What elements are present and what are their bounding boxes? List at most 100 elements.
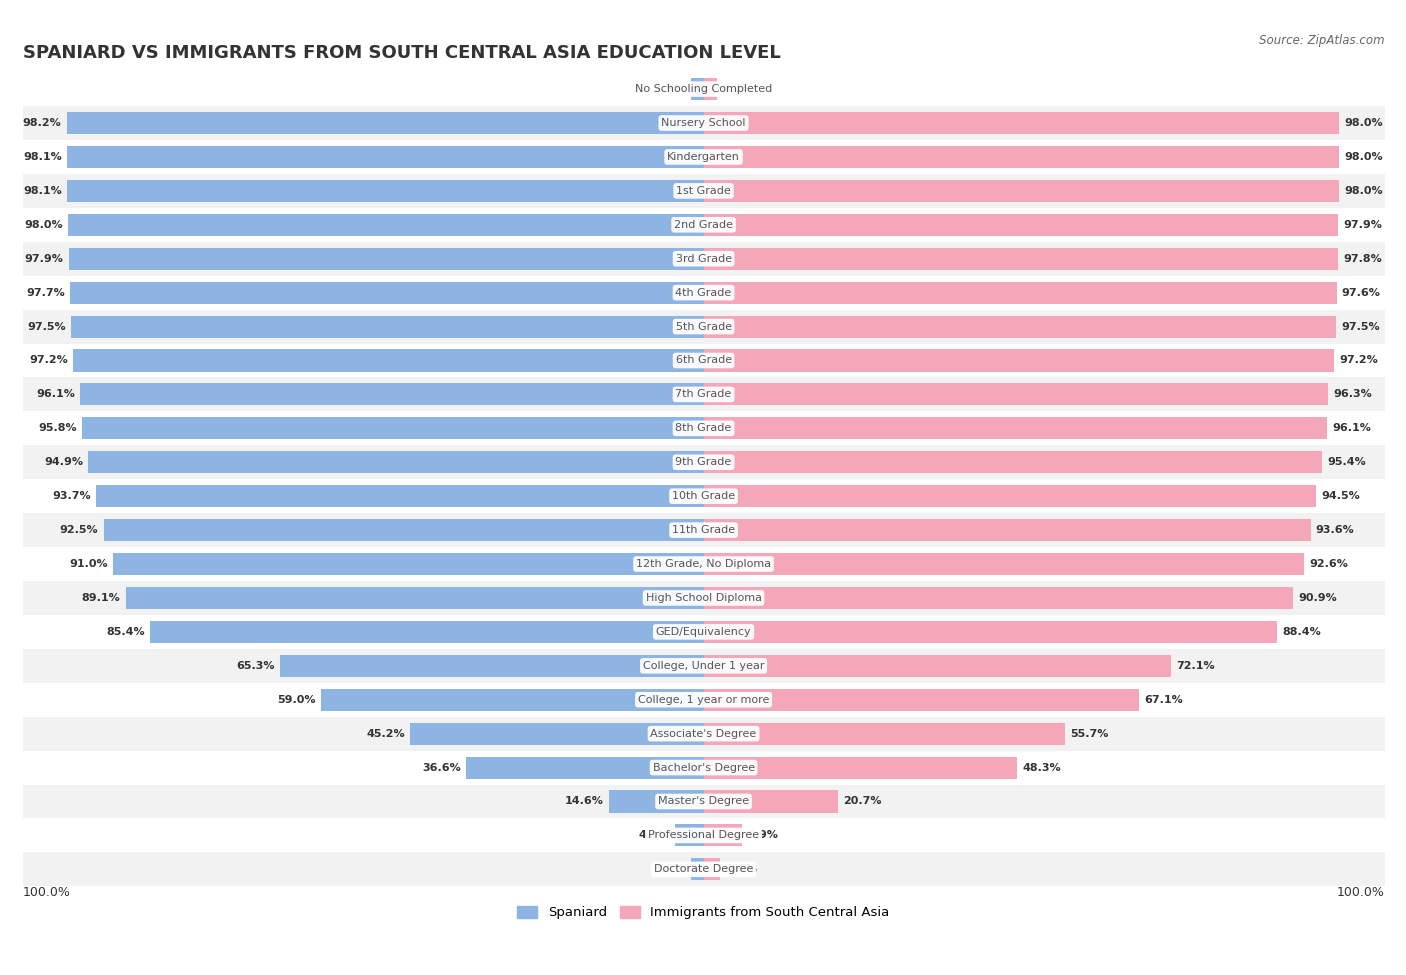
Text: 10th Grade: 10th Grade — [672, 491, 735, 501]
Bar — [22, 242, 1385, 276]
Bar — [321, 688, 703, 711]
Bar — [22, 547, 1385, 581]
Bar — [22, 140, 1385, 174]
Bar — [411, 722, 703, 745]
Text: 95.4%: 95.4% — [1327, 457, 1367, 467]
Bar — [22, 310, 1385, 343]
Text: 97.9%: 97.9% — [24, 254, 63, 263]
Text: Bachelor's Degree: Bachelor's Degree — [652, 762, 755, 772]
Text: 55.7%: 55.7% — [1070, 728, 1108, 739]
Text: 93.7%: 93.7% — [52, 491, 91, 501]
Text: Associate's Degree: Associate's Degree — [651, 728, 756, 739]
Text: 89.1%: 89.1% — [82, 593, 121, 603]
Bar — [703, 316, 1336, 337]
Text: College, 1 year or more: College, 1 year or more — [638, 695, 769, 705]
Text: 96.1%: 96.1% — [37, 389, 75, 400]
Bar — [69, 248, 703, 270]
Text: 65.3%: 65.3% — [236, 661, 276, 671]
Text: 96.1%: 96.1% — [1331, 423, 1371, 433]
Text: 4.4%: 4.4% — [638, 831, 669, 840]
Bar — [703, 553, 1305, 575]
Bar — [703, 383, 1329, 406]
Text: 6th Grade: 6th Grade — [675, 356, 731, 366]
Bar — [22, 648, 1385, 682]
Bar — [703, 791, 838, 812]
Text: Professional Degree: Professional Degree — [648, 831, 759, 840]
Bar — [22, 276, 1385, 310]
Text: 92.6%: 92.6% — [1309, 559, 1348, 569]
Bar — [703, 722, 1064, 745]
Text: 5.9%: 5.9% — [747, 831, 778, 840]
Bar — [114, 553, 703, 575]
Bar — [22, 411, 1385, 446]
Text: 2.0%: 2.0% — [721, 84, 752, 95]
Text: 97.8%: 97.8% — [1343, 254, 1382, 263]
Text: 48.3%: 48.3% — [1022, 762, 1060, 772]
Text: 88.4%: 88.4% — [1282, 627, 1320, 637]
Bar — [22, 480, 1385, 513]
Bar — [22, 818, 1385, 852]
Bar — [703, 825, 742, 846]
Bar — [703, 757, 1017, 779]
Text: 1.9%: 1.9% — [655, 84, 686, 95]
Bar — [280, 655, 703, 677]
Bar — [703, 78, 717, 100]
Text: 97.9%: 97.9% — [1344, 219, 1382, 230]
Bar — [675, 825, 703, 846]
Text: College, Under 1 year: College, Under 1 year — [643, 661, 765, 671]
Bar — [22, 377, 1385, 411]
Bar — [67, 146, 703, 168]
Text: 97.2%: 97.2% — [30, 356, 67, 366]
Text: 2nd Grade: 2nd Grade — [673, 219, 733, 230]
Bar — [104, 519, 703, 541]
Bar — [80, 383, 703, 406]
Bar — [83, 417, 703, 440]
Bar — [703, 858, 720, 880]
Text: 1.9%: 1.9% — [655, 865, 686, 875]
Bar — [89, 451, 703, 473]
Text: 98.0%: 98.0% — [1344, 118, 1384, 128]
Legend: Spaniard, Immigrants from South Central Asia: Spaniard, Immigrants from South Central … — [512, 901, 896, 924]
Bar — [609, 791, 703, 812]
Text: Master's Degree: Master's Degree — [658, 797, 749, 806]
Bar — [22, 751, 1385, 785]
Text: 11th Grade: 11th Grade — [672, 526, 735, 535]
Text: 98.1%: 98.1% — [24, 152, 62, 162]
Text: 92.5%: 92.5% — [60, 526, 98, 535]
Text: 100.0%: 100.0% — [1337, 886, 1385, 899]
Bar — [125, 587, 703, 609]
Text: 5th Grade: 5th Grade — [675, 322, 731, 332]
Text: 98.1%: 98.1% — [24, 186, 62, 196]
Text: 97.7%: 97.7% — [27, 288, 65, 297]
Text: 9th Grade: 9th Grade — [675, 457, 731, 467]
Bar — [703, 214, 1339, 236]
Text: No Schooling Completed: No Schooling Completed — [636, 84, 772, 95]
Bar — [703, 146, 1339, 168]
Text: Kindergarten: Kindergarten — [666, 152, 740, 162]
Bar — [22, 717, 1385, 751]
Text: 96.3%: 96.3% — [1333, 389, 1372, 400]
Bar — [703, 486, 1316, 507]
Text: 36.6%: 36.6% — [422, 762, 461, 772]
Bar — [22, 208, 1385, 242]
Text: 3rd Grade: 3rd Grade — [675, 254, 731, 263]
Bar — [22, 682, 1385, 717]
Text: Nursery School: Nursery School — [661, 118, 745, 128]
Bar — [703, 519, 1310, 541]
Bar — [70, 282, 703, 303]
Text: 72.1%: 72.1% — [1177, 661, 1215, 671]
Bar — [22, 446, 1385, 480]
Text: 1st Grade: 1st Grade — [676, 186, 731, 196]
Bar — [22, 174, 1385, 208]
Bar — [703, 349, 1334, 371]
Text: 7th Grade: 7th Grade — [675, 389, 731, 400]
Bar — [72, 316, 703, 337]
Bar — [692, 858, 703, 880]
Text: 97.6%: 97.6% — [1341, 288, 1381, 297]
Bar — [22, 513, 1385, 547]
Text: Doctorate Degree: Doctorate Degree — [654, 865, 754, 875]
Bar — [67, 179, 703, 202]
Bar — [703, 248, 1339, 270]
Text: 97.5%: 97.5% — [1341, 322, 1379, 332]
Bar — [703, 621, 1277, 643]
